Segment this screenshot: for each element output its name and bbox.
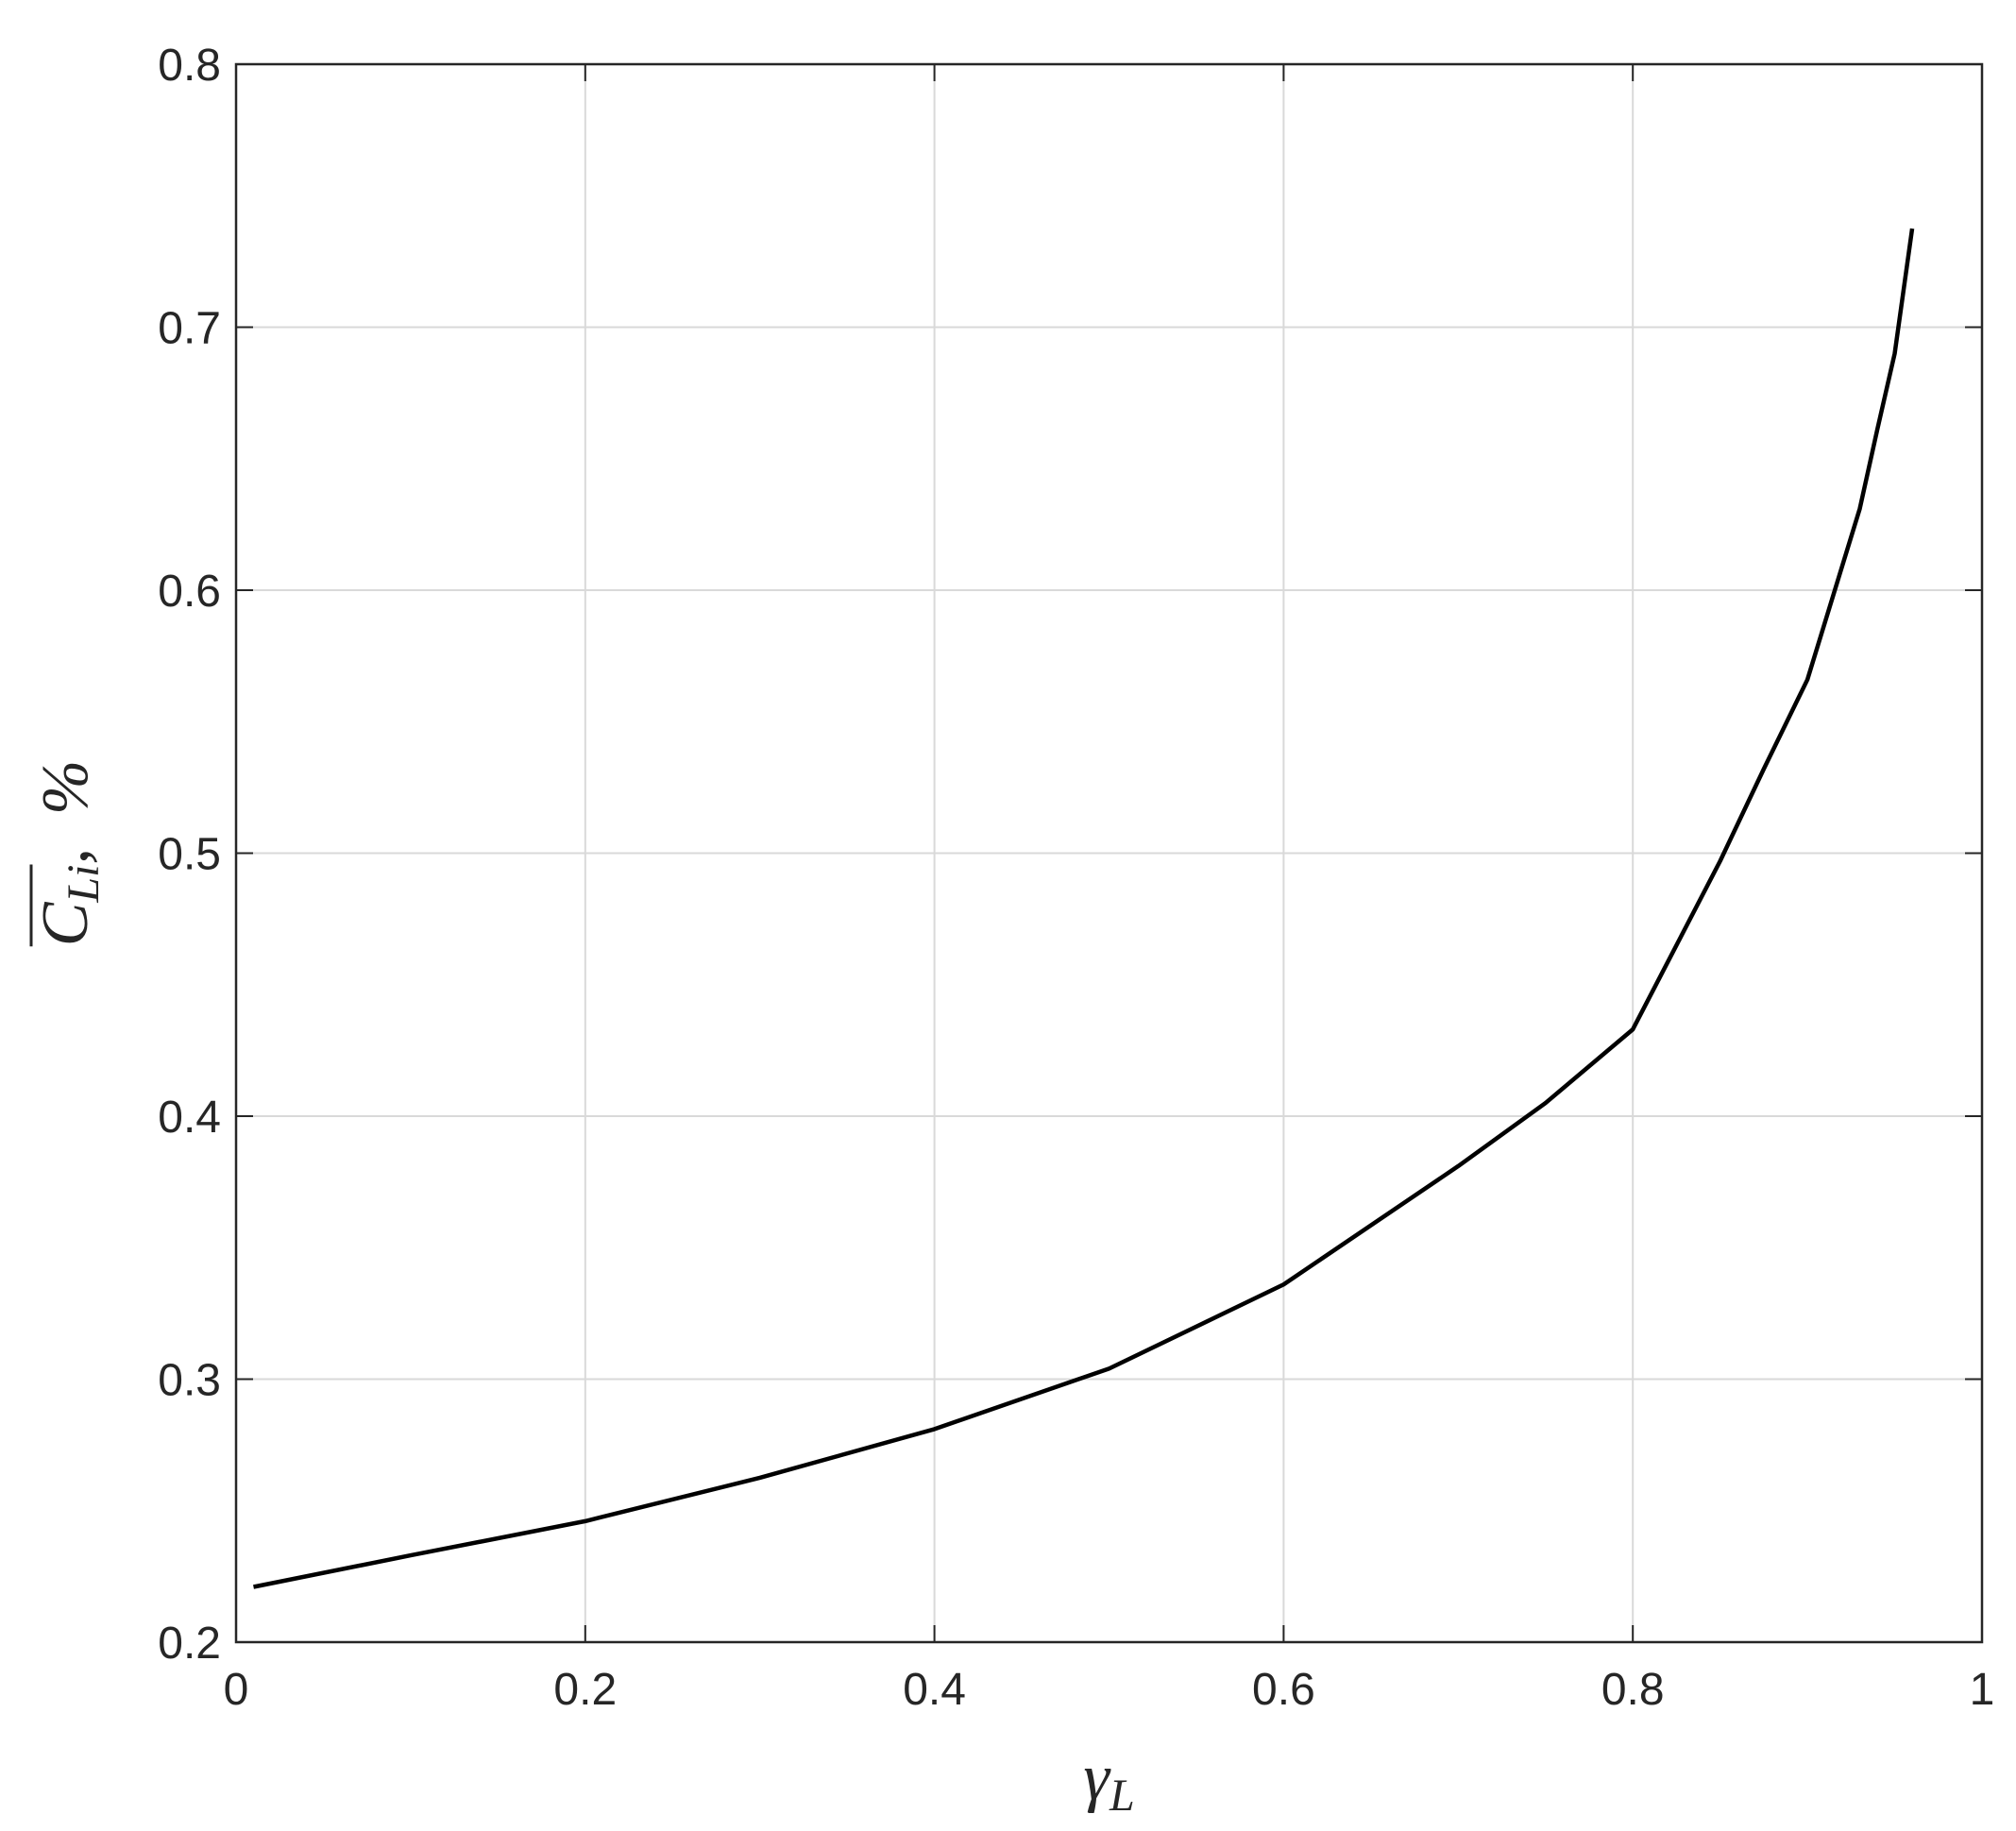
x-label-subscript: L (1109, 1771, 1135, 1821)
x-tick-label: 0 (224, 1665, 249, 1715)
x-tick-label: 0.8 (1601, 1665, 1665, 1715)
y-label-text: CLi, % (29, 760, 109, 947)
x-axis-label: γL (1083, 1741, 1134, 1821)
axes-box (234, 62, 1984, 1644)
y-tick-label: 0.2 (158, 1619, 221, 1669)
y-tick-label: 0.5 (158, 830, 221, 880)
y-tick-label: 0.4 (158, 1093, 221, 1143)
y-tick-label: 0.6 (158, 567, 221, 617)
y-label-suffix: , % (29, 760, 102, 865)
y-label-subscript: Li (59, 865, 109, 904)
y-tick-label: 0.8 (158, 41, 221, 91)
y-tick-label: 0.3 (158, 1356, 221, 1406)
x-tick-label: 0.2 (553, 1665, 617, 1715)
data-line (253, 228, 1915, 1589)
x-label-symbol: γ (1083, 1741, 1111, 1814)
y-label-symbol: C (29, 901, 102, 946)
x-tick-label: 0.6 (1252, 1665, 1315, 1715)
y-axis-label: CLi, % (29, 760, 109, 947)
x-tick-label: 0.4 (903, 1665, 966, 1715)
y-tick-label: 0.7 (158, 304, 221, 354)
x-tick-label: 1 (1970, 1665, 1995, 1715)
